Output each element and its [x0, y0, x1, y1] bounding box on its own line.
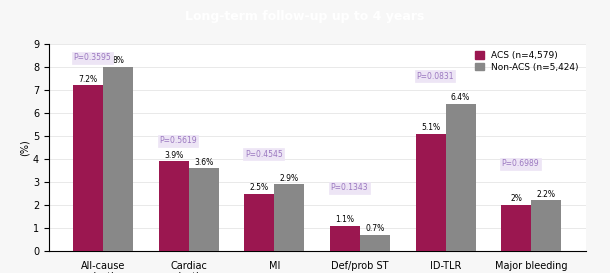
Text: 3.9%: 3.9% [164, 151, 184, 160]
Text: 6.4%: 6.4% [451, 93, 470, 102]
Y-axis label: (%): (%) [20, 139, 30, 156]
Text: 3.6%: 3.6% [194, 158, 213, 167]
Bar [73, 85, 103, 251]
Text: 2.2%: 2.2% [537, 190, 556, 199]
Bar [103, 67, 133, 251]
Bar [245, 194, 274, 251]
Text: P=0.1343: P=0.1343 [331, 183, 368, 192]
Text: P=0.0831: P=0.0831 [416, 72, 454, 81]
Text: P=0.5619: P=0.5619 [159, 136, 197, 145]
Text: P=0.4545: P=0.4545 [245, 150, 282, 159]
Bar [274, 184, 304, 251]
Legend: ACS (n=4,579), Non-ACS (n=5,424): ACS (n=4,579), Non-ACS (n=5,424) [472, 48, 581, 74]
Text: Long-term follow-up up to 4 years: Long-term follow-up up to 4 years [185, 10, 425, 23]
Text: 7.2%: 7.2% [79, 75, 98, 84]
Bar [188, 168, 219, 251]
Bar [531, 200, 561, 251]
Bar [501, 205, 531, 251]
Text: P=0.3595: P=0.3595 [74, 53, 112, 62]
Text: 5.1%: 5.1% [421, 123, 440, 132]
Text: P=0.6989: P=0.6989 [501, 159, 539, 168]
Text: 2%: 2% [511, 194, 522, 203]
Text: 1.1%: 1.1% [336, 215, 354, 224]
Text: 0.7%: 0.7% [365, 224, 385, 233]
Text: 2.5%: 2.5% [250, 183, 269, 192]
Bar [159, 161, 188, 251]
Bar [415, 133, 446, 251]
Bar [446, 104, 476, 251]
Text: 2.9%: 2.9% [280, 174, 299, 183]
Text: 8%: 8% [112, 56, 124, 65]
Bar [330, 226, 360, 251]
Bar [360, 235, 390, 251]
